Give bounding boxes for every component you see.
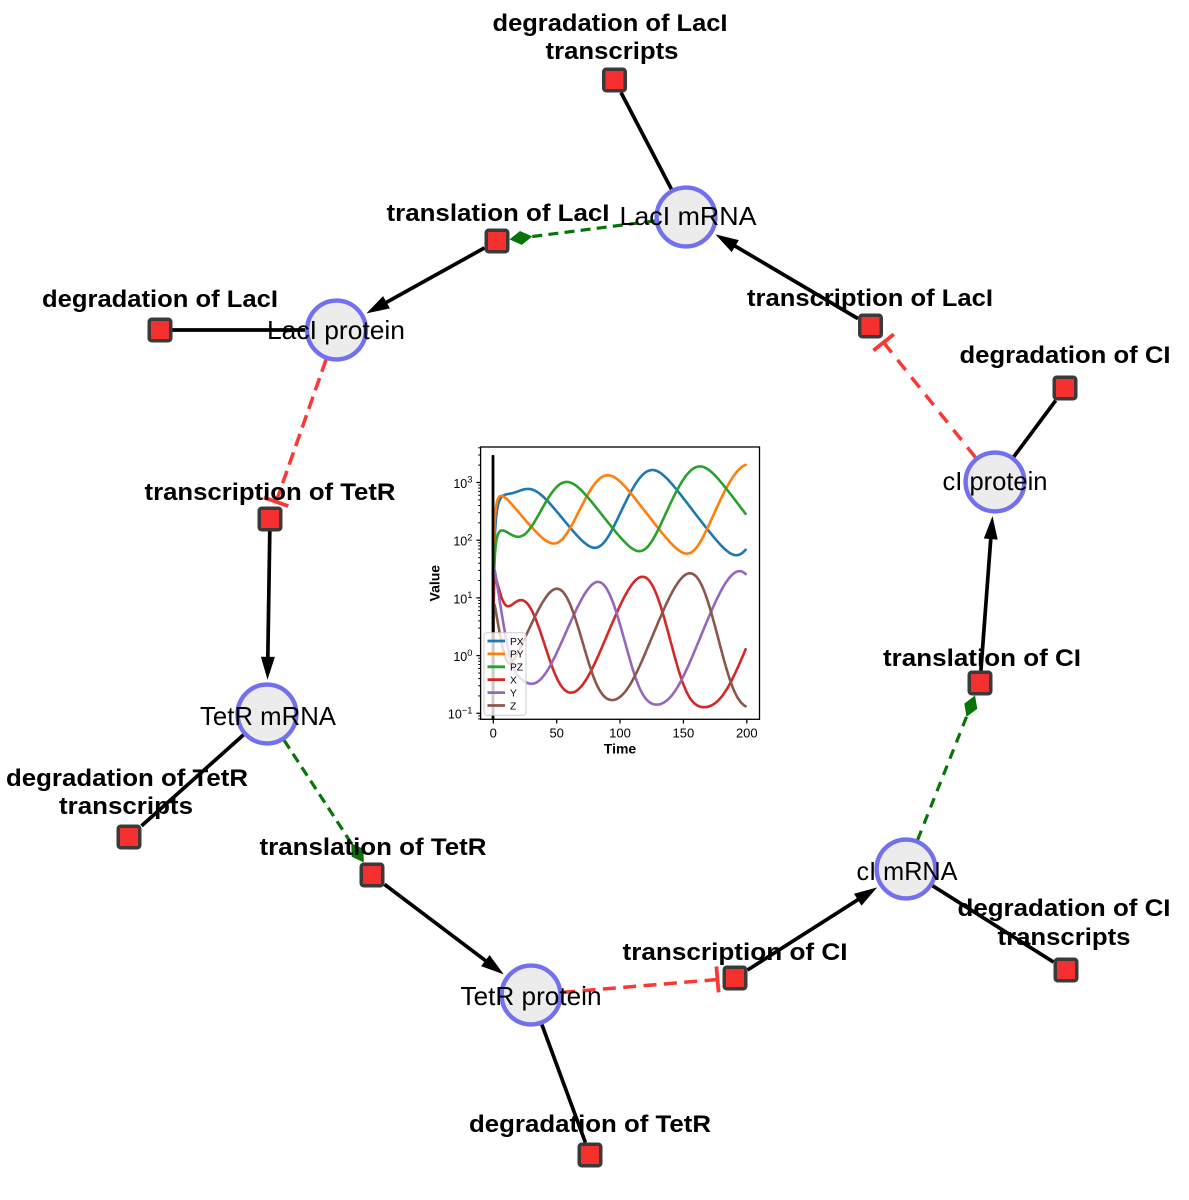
svg-text:translation of CI: translation of CI — [883, 645, 1081, 672]
svg-text:100: 100 — [609, 725, 631, 740]
svg-text:TetR protein: TetR protein — [461, 981, 602, 1011]
svg-text:degradation of TetR: degradation of TetR — [469, 1111, 711, 1138]
svg-text:PZ: PZ — [510, 663, 523, 674]
svg-text:PY: PY — [510, 650, 524, 661]
svg-text:transcripts: transcripts — [59, 793, 193, 820]
svg-text:102: 102 — [453, 532, 472, 548]
svg-text:150: 150 — [673, 725, 695, 740]
svg-text:100: 100 — [453, 648, 472, 664]
svg-text:Value: Value — [427, 565, 443, 602]
svg-text:degradation of CI: degradation of CI — [958, 895, 1171, 922]
svg-text:degradation of TetR: degradation of TetR — [6, 765, 248, 792]
svg-text:transcripts: transcripts — [546, 38, 679, 65]
svg-text:LacI mRNA: LacI mRNA — [620, 201, 758, 231]
svg-text:degradation of LacI: degradation of LacI — [493, 10, 728, 37]
svg-text:Z: Z — [510, 701, 516, 712]
svg-text:0: 0 — [490, 725, 497, 740]
svg-text:transcripts: transcripts — [998, 924, 1131, 951]
svg-text:degradation of LacI: degradation of LacI — [42, 286, 278, 313]
svg-text:PX: PX — [510, 637, 524, 648]
svg-text:10−1: 10−1 — [448, 706, 473, 722]
svg-text:X: X — [510, 676, 517, 687]
svg-text:Y: Y — [510, 688, 517, 699]
svg-text:50: 50 — [549, 725, 563, 740]
svg-text:cI protein: cI protein — [943, 466, 1048, 496]
svg-text:Time: Time — [604, 740, 637, 756]
svg-text:101: 101 — [453, 590, 472, 606]
svg-text:200: 200 — [736, 725, 758, 740]
svg-text:LacI protein: LacI protein — [267, 315, 405, 345]
svg-text:transcription of TetR: transcription of TetR — [145, 479, 396, 506]
svg-text:cI mRNA: cI mRNA — [857, 856, 959, 886]
svg-text:translation of TetR: translation of TetR — [260, 834, 487, 861]
svg-text:transcription of CI: transcription of CI — [623, 939, 848, 966]
svg-text:degradation of CI: degradation of CI — [960, 342, 1171, 369]
svg-text:translation of LacI: translation of LacI — [387, 200, 610, 227]
svg-text:transcription of LacI: transcription of LacI — [747, 285, 993, 312]
svg-text:103: 103 — [453, 475, 472, 491]
svg-text:TetR mRNA: TetR mRNA — [200, 701, 337, 731]
